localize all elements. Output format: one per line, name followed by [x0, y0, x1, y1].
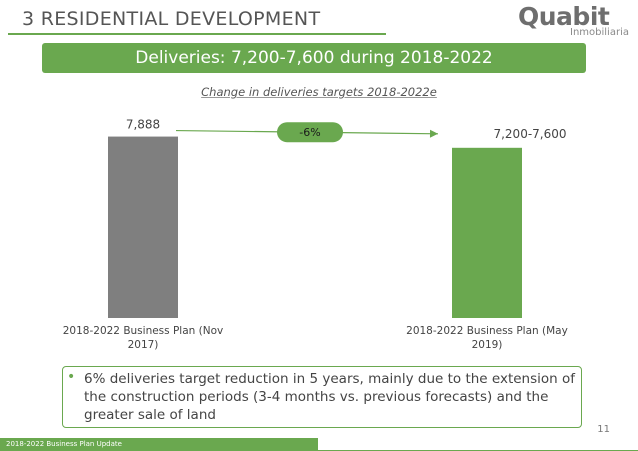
- category-label-1-line-2: 2017): [128, 339, 159, 351]
- bullet-point-icon: •: [67, 369, 76, 385]
- summary-text: 6% deliveries target reduction in 5 year…: [84, 371, 576, 423]
- title-underline: [8, 33, 386, 35]
- data-label-1: 7,888: [126, 118, 160, 132]
- bar-1: [108, 136, 178, 318]
- chart-title-text: Change in deliveries targets 2018-2022e: [201, 85, 437, 99]
- logo-tagline: Inmobiliaria: [570, 27, 629, 38]
- footer-text: 2018-2022 Business Plan Update: [6, 440, 122, 448]
- category-label-2-line-1: 2018-2022 Business Plan (May: [406, 325, 568, 337]
- logo-wordmark: Quabit: [518, 2, 610, 31]
- change-arrowhead-icon: [429, 129, 438, 138]
- footer-bar: [0, 438, 318, 451]
- category-label-1-line-1: 2018-2022 Business Plan (Nov: [63, 325, 223, 337]
- page-number: 11: [597, 424, 610, 435]
- headline-banner: Deliveries: 7,200-7,600 during 2018-2022: [42, 43, 586, 73]
- section-title: 3 RESIDENTIAL DEVELOPMENT: [22, 8, 321, 30]
- company-logo: Quabit Inmobiliaria: [518, 2, 629, 40]
- category-label-2-line-2: 2019): [472, 339, 503, 351]
- chart-title: Change in deliveries targets 2018-2022e: [0, 85, 638, 99]
- change-annotation: -6%: [299, 126, 320, 139]
- data-label-2: 7,200-7,600: [493, 127, 566, 141]
- headline-text: Deliveries: 7,200-7,600 during 2018-2022: [135, 48, 493, 68]
- change-pill: [277, 122, 343, 143]
- bar-2: [452, 147, 522, 318]
- summary-box: [62, 366, 582, 428]
